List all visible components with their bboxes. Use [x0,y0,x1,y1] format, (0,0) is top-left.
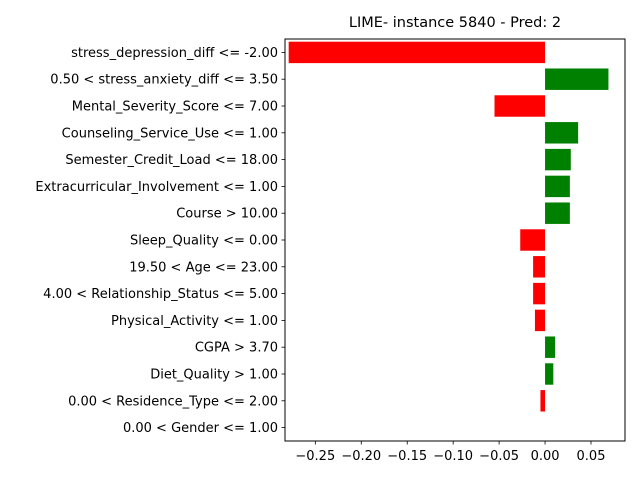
y-tick-label-1: 0.50 < stress_anxiety_diff <= 3.50 [50,73,278,88]
x-tick-label-3: −0.10 [433,449,473,464]
bar-5 [545,175,570,198]
bar-10 [534,309,546,332]
y-tick-label-9: 4.00 < Relationship_Status <= 5.00 [43,287,278,302]
bar-11 [545,336,556,358]
bar-4 [545,148,571,171]
y-tick-label-4: Semester_Credit_Load <= 18.00 [65,153,278,168]
x-tick-label-1: −0.20 [341,449,381,464]
x-tick-label-5: 0.00 [531,449,560,464]
bar-8 [533,256,546,278]
y-tick-label-3: Counseling_Service_Use <= 1.00 [62,126,278,141]
y-tick-label-10: Physical_Activity <= 1.00 [111,314,278,329]
bar-6 [545,202,570,224]
x-tick-label-2: −0.15 [387,449,427,464]
x-tick-label-4: −0.05 [479,449,519,464]
y-tick-label-13: 0.00 < Residence_Type <= 2.00 [68,394,278,409]
bar-7 [520,229,546,251]
x-tick-label-6: 0.05 [577,449,606,464]
x-tick-group: −0.25 −0.20 −0.15 −0.10 −0.05 0.00 0.05 [295,441,605,464]
bar-13 [540,390,546,412]
y-tick-group: stress_depression_diff <= -2.00 0.50 < st… [35,46,285,436]
bars-group [288,41,609,412]
y-tick-label-0: stress_depression_diff <= -2.00 [71,46,278,61]
bar-2 [494,95,546,117]
y-tick-label-7: Sleep_Quality <= 0.00 [130,234,278,249]
bar-0 [288,41,546,64]
plot-area-frame [284,38,626,442]
y-tick-label-6: Course > 10.00 [176,207,278,222]
y-tick-label-5: Extracurricular_Involvement <= 1.00 [35,180,278,195]
chart-title: LIME- instance 5840 - Pred: 2 [349,15,561,31]
y-tick-label-12: Diet_Quality > 1.00 [150,368,278,383]
y-tick-label-14: 0.00 < Gender <= 1.00 [123,421,278,436]
x-tick-label-0: −0.25 [295,449,335,464]
y-tick-label-2: Mental_Severity_Score <= 7.00 [72,100,278,115]
y-tick-label-11: CGPA > 3.70 [195,341,278,356]
bar-9 [533,282,546,305]
y-tick-label-8: 19.50 < Age <= 23.00 [129,260,278,275]
bar-12 [545,363,554,385]
bar-3 [545,122,579,144]
bar-1 [545,68,609,90]
